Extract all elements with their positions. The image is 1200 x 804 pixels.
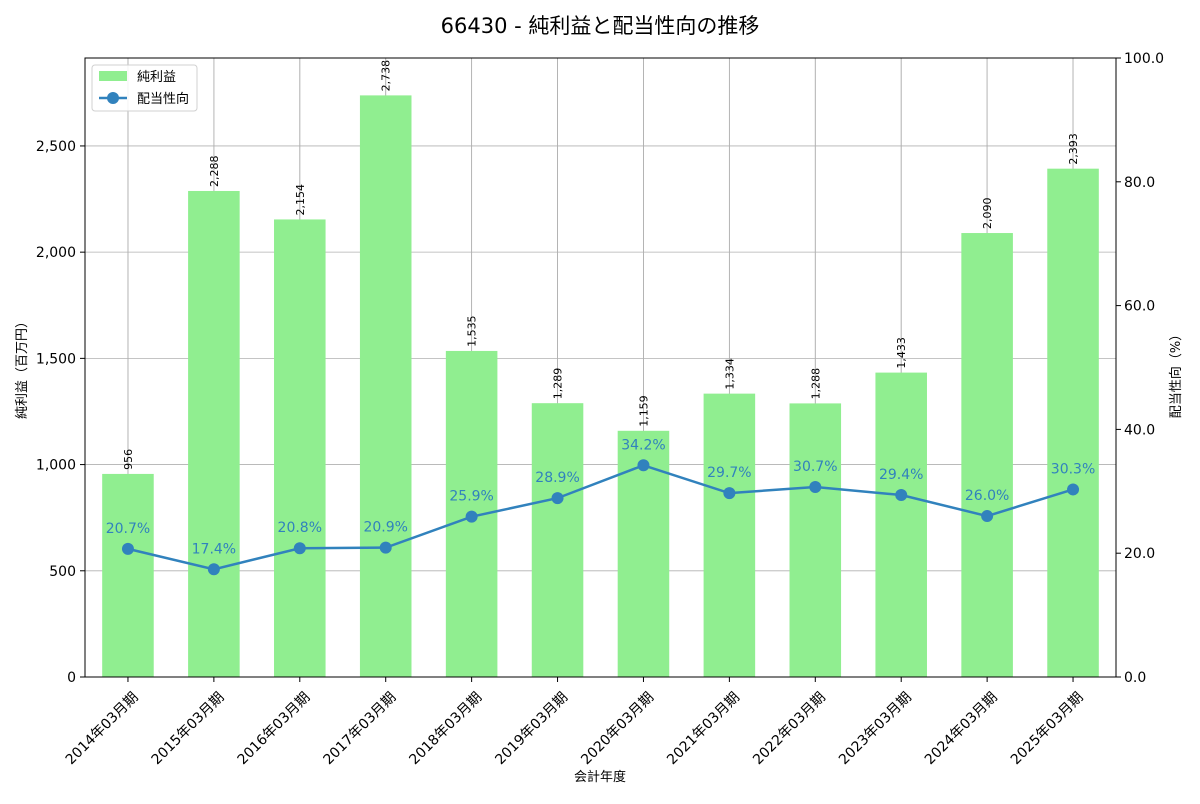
y2-tick-label: 100.0	[1124, 51, 1164, 67]
bar-net-income	[703, 393, 756, 677]
payout-ratio-marker	[379, 541, 392, 554]
payout-ratio-marker	[207, 563, 220, 576]
bar-net-income	[531, 403, 584, 677]
bar-value-label: 956	[122, 449, 135, 470]
bar-net-income	[188, 190, 240, 677]
x-tick-label: 2018年03月期	[406, 689, 485, 768]
y-tick-label: 2,000	[36, 245, 76, 261]
x-tick-label: 2023年03月期	[836, 689, 915, 768]
x-tick-label: 2014年03月期	[63, 689, 142, 768]
y2-tick-label: 60.0	[1124, 299, 1155, 315]
y-tick-label: 0	[67, 670, 76, 686]
bar-value-label: 1,159	[637, 395, 650, 427]
payout-ratio-marker	[293, 542, 306, 555]
bar-value-label: 2,288	[208, 155, 221, 187]
y-tick-label: 1,000	[36, 458, 76, 474]
payout-ratio-marker	[981, 510, 994, 523]
legend-label-net-income: 純利益	[137, 70, 176, 85]
x-tick-label: 2020年03月期	[578, 689, 657, 768]
bar-net-income	[359, 95, 412, 677]
legend-marker-swatch	[107, 92, 119, 104]
bar-value-label: 2,090	[981, 198, 994, 230]
x-tick-label: 2022年03月期	[750, 689, 829, 768]
legend-label-payout-ratio: 配当性向	[137, 91, 189, 107]
bar-value-label: 1,334	[723, 358, 736, 390]
y-tick-label: 500	[49, 564, 76, 580]
payout-ratio-marker	[637, 459, 650, 472]
x-tick-label: 2015年03月期	[149, 689, 228, 768]
bar-value-label: 2,393	[1067, 133, 1080, 165]
payout-ratio-label: 34.2%	[621, 437, 665, 453]
payout-ratio-label: 29.7%	[707, 465, 751, 481]
bar-net-income	[1047, 168, 1099, 677]
bar-net-income	[789, 403, 842, 677]
payout-ratio-marker	[121, 542, 134, 555]
x-axis-label: 会計年度	[574, 769, 626, 785]
chart-title: 66430 - 純利益と配当性向の推移	[441, 14, 760, 38]
payout-ratio-label: 20.8%	[278, 520, 322, 536]
payout-ratio-label: 17.4%	[192, 541, 236, 557]
payout-ratio-marker	[895, 489, 908, 502]
payout-ratio-marker	[551, 492, 564, 505]
x-tick-label: 2019年03月期	[492, 689, 571, 768]
payout-ratio-label: 20.7%	[106, 521, 150, 537]
x-tick-label: 2025年03月期	[1008, 689, 1087, 768]
payout-ratio-marker	[723, 487, 736, 500]
bar-net-income	[875, 372, 927, 677]
legend-bar-swatch	[99, 71, 127, 81]
payout-ratio-marker	[809, 480, 822, 493]
x-tick-label: 2021年03月期	[664, 689, 743, 768]
bar-value-label: 2,738	[380, 60, 393, 92]
y2-axis-label: 配当性向（%）	[1168, 328, 1184, 418]
bar-net-income	[274, 219, 326, 677]
payout-ratio-label: 26.0%	[965, 488, 1009, 504]
bar-value-label: 1,288	[809, 368, 822, 400]
payout-ratio-label: 30.3%	[1051, 461, 1095, 477]
payout-ratio-marker	[1067, 483, 1080, 496]
payout-ratio-marker	[465, 510, 478, 523]
bar-value-label: 1,433	[895, 337, 908, 369]
payout-ratio-label: 29.4%	[879, 467, 923, 483]
bar-value-label: 1,289	[552, 368, 565, 400]
x-tick-label: 2016年03月期	[235, 689, 314, 768]
bar-net-income	[961, 233, 1013, 677]
payout-ratio-label: 20.9%	[363, 520, 407, 536]
payout-ratio-label: 28.9%	[535, 470, 579, 486]
bar-value-label: 2,154	[294, 184, 307, 216]
y-axis-label: 純利益（百万円）	[15, 315, 30, 419]
bar-value-label: 1,535	[466, 315, 479, 347]
payout-ratio-line	[127, 463, 1074, 571]
x-tick-label: 2024年03月期	[922, 689, 1001, 768]
x-tick-label: 2017年03月期	[321, 689, 400, 768]
bar-net-income	[102, 473, 154, 677]
y2-tick-label: 40.0	[1124, 422, 1155, 438]
y2-tick-label: 0.0	[1124, 670, 1146, 686]
plot-frame	[84, 57, 1117, 678]
y2-tick-label: 20.0	[1124, 546, 1155, 562]
y-tick-label: 2,500	[36, 139, 76, 155]
y-tick-label: 1,500	[36, 351, 76, 367]
payout-ratio-label: 30.7%	[793, 459, 837, 475]
y2-tick-label: 80.0	[1124, 175, 1155, 191]
payout-ratio-label: 25.9%	[449, 489, 493, 505]
